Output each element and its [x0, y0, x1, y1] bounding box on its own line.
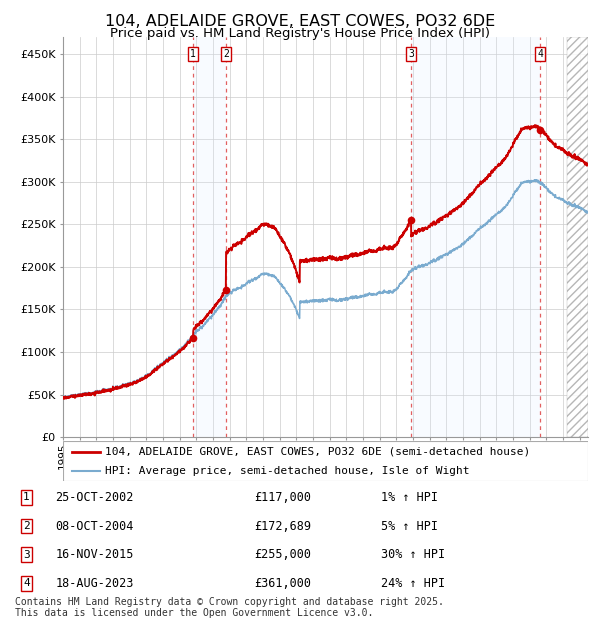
Text: 1: 1 — [190, 49, 196, 59]
FancyBboxPatch shape — [63, 441, 588, 481]
Text: 30% ↑ HPI: 30% ↑ HPI — [380, 548, 445, 561]
Text: 104, ADELAIDE GROVE, EAST COWES, PO32 6DE (semi-detached house): 104, ADELAIDE GROVE, EAST COWES, PO32 6D… — [105, 447, 530, 457]
Text: 3: 3 — [408, 49, 414, 59]
Text: 104, ADELAIDE GROVE, EAST COWES, PO32 6DE: 104, ADELAIDE GROVE, EAST COWES, PO32 6D… — [105, 14, 495, 29]
Text: 4: 4 — [537, 49, 543, 59]
Text: £117,000: £117,000 — [254, 491, 311, 504]
Text: 08-OCT-2004: 08-OCT-2004 — [55, 520, 134, 533]
Text: Price paid vs. HM Land Registry's House Price Index (HPI): Price paid vs. HM Land Registry's House … — [110, 27, 490, 40]
Text: 1% ↑ HPI: 1% ↑ HPI — [380, 491, 437, 504]
Text: £361,000: £361,000 — [254, 577, 311, 590]
Text: £172,689: £172,689 — [254, 520, 311, 533]
Text: 24% ↑ HPI: 24% ↑ HPI — [380, 577, 445, 590]
Text: Contains HM Land Registry data © Crown copyright and database right 2025.
This d: Contains HM Land Registry data © Crown c… — [15, 596, 444, 618]
Text: 5% ↑ HPI: 5% ↑ HPI — [380, 520, 437, 533]
Text: 2: 2 — [223, 49, 229, 59]
Text: 4: 4 — [23, 578, 30, 588]
Text: 18-AUG-2023: 18-AUG-2023 — [55, 577, 134, 590]
Bar — [567, 37, 588, 437]
Bar — [193, 37, 226, 437]
Text: 25-OCT-2002: 25-OCT-2002 — [55, 491, 134, 504]
Text: HPI: Average price, semi-detached house, Isle of Wight: HPI: Average price, semi-detached house,… — [105, 466, 470, 476]
Bar — [411, 37, 540, 437]
Text: 2: 2 — [23, 521, 30, 531]
Text: £255,000: £255,000 — [254, 548, 311, 561]
Text: 1: 1 — [23, 492, 30, 502]
Text: 3: 3 — [23, 550, 30, 560]
Text: 16-NOV-2015: 16-NOV-2015 — [55, 548, 134, 561]
